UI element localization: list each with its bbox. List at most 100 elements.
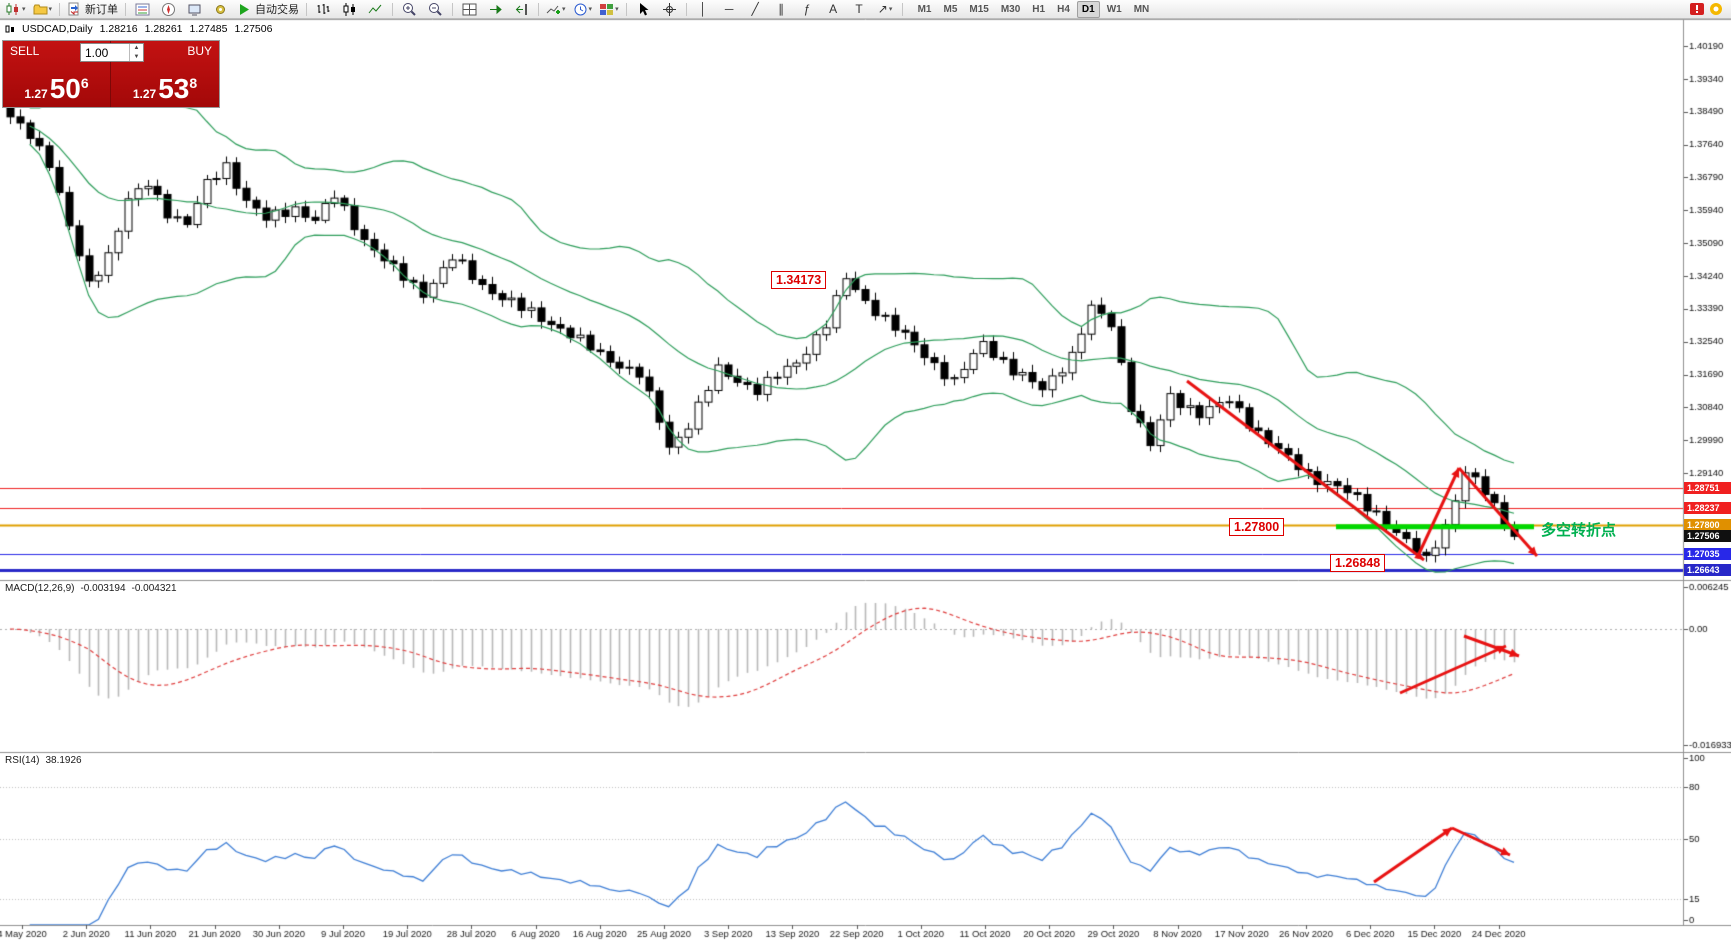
toolbar-separator [538,2,540,16]
toolbar-separator [306,2,308,16]
arrows-button[interactable]: ↗ ▾ [873,0,898,19]
macd-signal-value: -0.004321 [131,583,177,594]
channel-icon: ∥ [778,2,785,16]
red-badge-icon[interactable] [1690,2,1705,16]
pivot-text-annotation[interactable]: 多空转折点 [1541,522,1617,539]
auto-scroll-button[interactable] [483,0,508,19]
peak-price-annotation[interactable]: 1.34173 [771,271,827,289]
autotrading-button[interactable]: 自动交易 [234,0,302,19]
templates-button[interactable]: ▾ [596,0,622,19]
vertical-line-button[interactable]: │ [691,0,716,19]
new-chart-icon [6,2,18,15]
fibonacci-button[interactable]: ƒ [795,0,820,19]
new-chart-button[interactable]: ▾ [3,0,29,19]
buy-label: BUY [187,44,212,58]
profiles-button[interactable]: ▾ [30,0,56,19]
text-button[interactable]: A [821,0,846,19]
trendline-button[interactable]: ╱ [743,0,768,19]
timeframe-button-mn[interactable]: MN [1133,3,1150,15]
chevron-down-icon: ▾ [562,6,566,13]
toolbar-separator [625,2,627,16]
crosshair-button[interactable] [657,0,682,19]
support-price-annotation[interactable]: 1.27800 [1229,518,1285,536]
timeframe-buttons: M1 M5 M15 M30 H1 H4 D1 W1 MN [913,0,1155,18]
ohlc-high: 1.28261 [144,23,183,35]
zoom-out-button[interactable] [423,0,448,19]
volume-spinner: ▲ ▼ [129,44,143,61]
chevron-down-icon: ▾ [588,6,593,13]
candlestick-icon [343,2,356,16]
timeframe-button-m15[interactable]: M15 [969,3,989,15]
symbol-info-line: USDCAD,Daily 1.28216 1.28261 1.27485 1.2… [5,23,272,35]
sell-label: SELL [10,44,40,58]
price-tag: 1.27506 [1684,530,1731,543]
cursor-icon [639,2,649,15]
timeframe-button-d1[interactable]: D1 [1076,0,1100,18]
chart-shift-button[interactable] [509,0,534,19]
autotrading-label: 自动交易 [255,4,300,16]
chevron-down-icon: ▾ [48,6,53,13]
timeframe-button-w1[interactable]: W1 [1106,3,1122,15]
line-chart-button[interactable] [363,0,388,19]
timeframe-button-h4[interactable]: H4 [1057,3,1070,15]
volume-up-button[interactable]: ▲ [133,45,140,51]
new-order-button[interactable]: 新订单 [64,0,121,19]
channel-button[interactable]: ∥ [769,0,794,19]
one-click-trading-panel: SELL 1.27506 BUY 1.27538 ▲ ▼ [2,40,220,108]
horizontal-line-icon: ─ [724,2,734,16]
chart-shift-icon [515,3,528,15]
navigator-button[interactable] [156,0,181,19]
zoom-in-button[interactable] [397,0,422,19]
yellow-badge-icon[interactable] [1709,2,1724,16]
ohlc-open: 1.28216 [99,23,138,35]
timeframe-button-m30[interactable]: M30 [1000,3,1021,15]
cursor-button[interactable] [631,0,656,19]
horizontal-line-button[interactable]: ─ [717,0,742,19]
toolbar-separator [901,2,903,16]
tile-windows-button[interactable] [457,0,482,19]
rsi-value: 38.1926 [45,755,82,766]
price-tag: 1.27800 [1684,518,1731,531]
market-watch-button[interactable] [130,0,155,19]
ask-price: 1.27538 [132,73,198,104]
new-order-icon [68,2,79,15]
volume-down-button[interactable]: ▼ [133,53,140,60]
terminal-icon [188,4,201,15]
ohlc-low: 1.27485 [189,23,228,35]
folder-icon [33,4,48,14]
price-tag: 1.28237 [1684,502,1731,514]
macd-main-value: -0.003194 [80,583,126,594]
text-label-button[interactable]: T [847,0,872,19]
chevron-down-icon: ▾ [888,6,893,13]
price-tag: 1.28751 [1684,482,1731,495]
add-indicator-icon [546,5,561,14]
compass-icon [162,2,176,16]
ohlc-close: 1.27506 [234,23,273,35]
chart-icon [5,25,14,33]
template-icon [600,3,614,15]
timeframe-button-h1[interactable]: H1 [1032,3,1046,15]
volume-input[interactable] [81,44,129,61]
macd-title: MACD(12,26,9) [5,583,75,594]
timeframe-button-m1[interactable]: M1 [917,3,932,15]
clock-icon [574,3,587,15]
candlestick-chart-button[interactable] [337,0,362,19]
zoom-out-icon [429,2,442,16]
chevron-down-icon: ▾ [22,6,26,13]
bar-chart-button[interactable] [311,0,336,19]
metaeditor-button[interactable] [208,0,233,19]
indicators-button[interactable]: ▾ [543,0,569,19]
periods-button[interactable]: ▾ [570,0,596,19]
arrow-object-icon: ↗ [877,2,888,16]
market-watch-icon [135,3,150,15]
vertical-line-icon: │ [699,2,707,16]
terminal-button[interactable] [182,0,207,19]
toolbar-right-group [1690,2,1724,16]
price-tag: 1.26643 [1684,563,1731,576]
text-icon: A [829,2,838,16]
low-price-annotation[interactable]: 1.26848 [1330,554,1386,572]
timeframe-button-m5[interactable]: M5 [943,3,958,15]
text-label-icon: T [855,2,863,16]
bid-price: 1.27506 [24,73,89,104]
